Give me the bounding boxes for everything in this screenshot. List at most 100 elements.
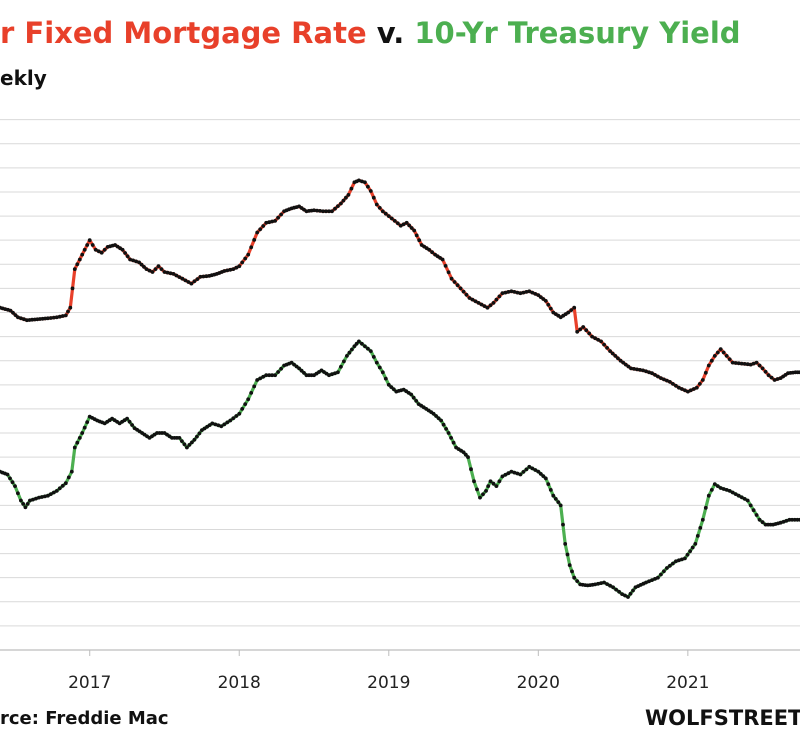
treasury-yield-point: [745, 498, 750, 503]
mortgage-rate-point: [341, 198, 346, 203]
treasury-yield-point: [565, 552, 570, 557]
treasury-yield-point: [19, 498, 23, 503]
treasury-yield-point: [354, 341, 359, 346]
mortgage-rate-point: [273, 219, 277, 223]
treasury-yield-point: [342, 359, 346, 364]
mortgage-rate-point: [700, 378, 705, 382]
mortgage-rate-point: [680, 387, 684, 391]
treasury-yield-point: [366, 346, 370, 351]
treasury-yield-point: [449, 436, 453, 440]
mortgage-rate-point: [548, 306, 553, 311]
treasury-yield-point: [210, 421, 215, 426]
treasury-yield-point: [363, 344, 367, 349]
treasury-yield-point: [626, 595, 630, 599]
treasury-yield-point: [500, 474, 505, 479]
mortgage-rate-point: [183, 278, 188, 283]
treasury-yield-point: [521, 470, 526, 474]
treasury-yield-point: [611, 585, 615, 590]
mortgage-rate-point: [147, 268, 152, 273]
mortgage-rate-point: [96, 249, 101, 254]
mortgage-rate-point: [736, 361, 741, 366]
treasury-yield-point: [518, 472, 523, 477]
mortgage-rate-point: [518, 291, 523, 296]
mortgage-rate-point: [137, 260, 142, 265]
treasury-yield-point: [472, 479, 476, 484]
treasury-yield-point: [439, 418, 443, 423]
treasury-yield-point: [72, 445, 77, 450]
mortgage-rate-point: [644, 369, 648, 374]
mortgage-rate-point: [543, 299, 548, 303]
mortgage-rate-point: [697, 382, 702, 386]
mortgage-rate-point: [618, 358, 623, 363]
mortgage-rate-point: [521, 290, 526, 295]
treasury-yield-point: [216, 423, 221, 428]
mortgage-rate-point: [497, 294, 502, 299]
treasury-yield-point: [553, 497, 558, 501]
treasury-yield-point: [270, 373, 274, 378]
mortgage-rate-point: [638, 368, 642, 372]
mortgage-rate-point: [30, 317, 34, 322]
treasury-yield-point: [543, 476, 548, 481]
mortgage-rate-point: [455, 283, 460, 288]
treasury-yield-point: [561, 522, 565, 527]
treasury-yield-point: [469, 467, 473, 472]
mortgage-rate-point: [616, 356, 620, 361]
mortgage-rate-point: [150, 270, 155, 274]
mortgage-rate-point: [763, 369, 768, 374]
mortgage-rate-point: [374, 202, 379, 207]
mortgage-rate-point: [198, 274, 203, 279]
mortgage-rate-point: [668, 380, 672, 384]
treasury-yield-point: [63, 481, 68, 486]
treasury-yield-point: [258, 376, 263, 381]
mortgage-rate-point: [228, 267, 233, 272]
treasury-yield-point: [190, 440, 194, 445]
mortgage-rate-point: [739, 361, 744, 366]
treasury-yield-point: [345, 354, 349, 358]
treasury-yield-point: [605, 582, 609, 586]
treasury-yield-point: [727, 489, 732, 493]
treasury-yield-point: [512, 470, 517, 475]
mortgage-rate-point: [249, 245, 254, 250]
mortgage-rate-point: [339, 201, 343, 206]
treasury-yield-point: [709, 488, 714, 492]
treasury-yield-point: [481, 492, 485, 497]
treasury-yield-point: [700, 517, 705, 522]
mortgage-rate-point: [162, 270, 167, 274]
mortgage-rate-point: [613, 354, 618, 358]
mortgage-rate-point: [131, 258, 136, 263]
treasury-yield-point: [602, 580, 606, 585]
treasury-yield-point: [703, 505, 708, 510]
mortgage-rate-point: [57, 314, 62, 319]
treasury-yield-point: [792, 517, 797, 522]
treasury-yield-point: [409, 392, 414, 397]
mortgage-rate-point: [427, 247, 432, 252]
treasury-yield-point: [677, 558, 681, 563]
mortgage-rate-point: [312, 208, 316, 213]
treasury-yield-point: [698, 526, 703, 530]
treasury-yield-point: [255, 378, 260, 382]
mortgage-rate-point: [584, 328, 589, 333]
mortgage-rate-point: [626, 364, 631, 369]
x-tick-label: 2020: [517, 673, 560, 693]
mortgage-rate-point: [139, 262, 144, 267]
treasury-yield-point: [77, 436, 82, 440]
treasury-yield-point: [299, 368, 304, 373]
treasury-yield-point: [130, 423, 135, 427]
mortgage-rate-point: [674, 383, 678, 388]
mortgage-rate-point: [632, 367, 636, 371]
mortgage-rate-point: [476, 301, 481, 305]
treasury-yield-line: [0, 339, 800, 599]
treasury-yield-point: [778, 520, 783, 525]
mortgage-rate-point: [650, 371, 654, 376]
treasury-yield-point: [252, 384, 257, 389]
treasury-yield-point: [596, 581, 600, 586]
mortgage-rate-point: [48, 316, 53, 320]
mortgage-rate-point: [144, 267, 149, 271]
mortgage-rate-point: [68, 305, 73, 310]
treasury-yield-point: [683, 556, 687, 561]
treasury-yield-point: [302, 371, 306, 375]
mortgage-rate-point: [66, 309, 70, 314]
mortgage-rate-point: [760, 366, 765, 371]
mortgage-rate-point: [461, 289, 466, 294]
mortgage-rate-point: [706, 363, 711, 368]
